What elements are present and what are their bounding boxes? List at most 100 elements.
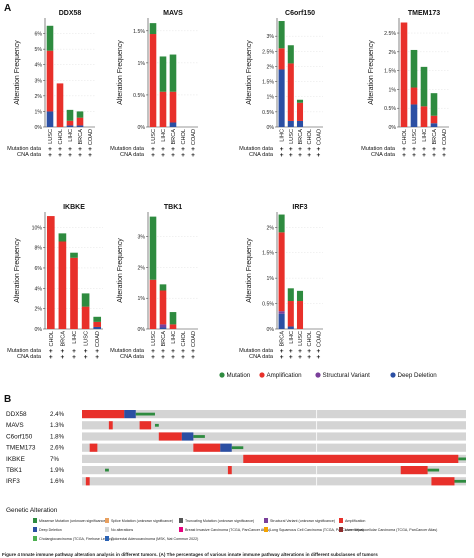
oncoprint-row-c6orf150: C6orf150 1.8%: [6, 432, 466, 441]
bar-segment-amplification: [66, 120, 74, 126]
cna-data-label: CNA data: [120, 354, 145, 360]
study-divider: [316, 443, 318, 452]
mutation-data-label: Mutation data: [239, 146, 274, 152]
row-background: [82, 421, 466, 430]
y-tick-label: 1%: [267, 276, 275, 282]
mutation-data-mark: +: [161, 146, 165, 153]
cna-data-mark: +: [151, 354, 155, 361]
category-label: LUSC: [298, 331, 304, 346]
alteration-amplification: [158, 432, 182, 441]
mutation-data-mark: +: [95, 348, 99, 355]
mutation-data-mark: +: [191, 146, 195, 153]
cna-data-mark: +: [48, 152, 52, 159]
gene-label: C6orf150: [6, 433, 33, 440]
bar-segment-deep-deletion: [296, 120, 304, 127]
genetic-alteration-legend: Genetic Alteration Missense Mutation (un…: [6, 507, 437, 541]
cna-data-mark: +: [58, 152, 62, 159]
y-tick-label: 1.5%: [384, 69, 396, 75]
bar-segment-amplification: [278, 48, 285, 70]
bar-segment-deep-deletion: [169, 122, 177, 127]
bar-segment-deep-deletion: [159, 327, 167, 329]
y-axis-label: Alteration Frequency: [14, 40, 21, 105]
cna-data-mark: +: [61, 354, 65, 361]
bar-segment-deep-deletion: [287, 326, 294, 329]
mutation-data-mark: +: [171, 146, 175, 153]
bar-segment-structural-variant: [159, 324, 167, 328]
cna-data-mark: +: [84, 354, 88, 361]
bar-segment-amplification: [70, 257, 78, 329]
gene-label: DDX58: [6, 411, 27, 418]
ga-legend-swatch: [33, 536, 37, 541]
bar-segment-deep-deletion: [410, 104, 418, 127]
panel-b-label: B: [4, 394, 11, 405]
row-background: [82, 410, 466, 419]
bar-segment-mutation: [81, 293, 90, 307]
category-label: BRCA: [280, 331, 286, 347]
y-tick-label: 4%: [35, 286, 43, 292]
bar-segment-mutation: [296, 99, 304, 103]
chart-tmem173: TMEM173 Alteration Frequency 0% 0.5% 1% 1.5% 2…: [361, 10, 449, 159]
mutation-data-mark: +: [402, 146, 406, 153]
ga-legend-swatch: [264, 527, 268, 532]
ga-legend-label: Splice Mutation (unknown significance): [111, 519, 173, 523]
cna-data-mark: +: [422, 152, 426, 159]
y-tick-label: 2%: [389, 50, 397, 56]
bar-segment-mutation: [296, 290, 304, 302]
cna-data-mark: +: [181, 354, 185, 361]
mutation-data-label: Mutation data: [7, 146, 42, 152]
y-tick-label: 0%: [267, 125, 275, 131]
panel-a-label: A: [4, 3, 11, 14]
cna-data-mark: +: [280, 152, 284, 159]
ga-legend-label: Truncating Mutation (unknown significanc…: [185, 519, 254, 523]
mutation-data-mark: +: [88, 146, 92, 153]
bar-segment-mutation: [169, 312, 177, 325]
bar-segment-deep-deletion: [66, 125, 74, 127]
bar-segment-mutation: [287, 45, 294, 64]
mutation-data-mark: +: [48, 146, 52, 153]
study-divider: [316, 410, 318, 419]
cna-data-mark: +: [442, 152, 446, 159]
cna-data-mark: +: [171, 354, 175, 361]
alteration-amplification: [400, 466, 428, 475]
bar-segment-amplification: [287, 301, 294, 327]
cna-data-mark: +: [49, 354, 53, 361]
category-label: CHOL: [58, 129, 64, 145]
mutation-data-mark: +: [161, 348, 165, 355]
ga-legend-swatch: [105, 527, 109, 532]
oncoprint: DDX58 2.4% MAVS 1.3% C6orf150 1.8% TMEM173 2.6%…: [6, 410, 466, 486]
y-axis-label: Alteration Frequency: [117, 40, 124, 105]
chart-ikbke: IKBKE Alteration Frequency 0% 2% 4% 6% 8% 10% CH…: [7, 204, 103, 361]
y-tick-label: 0%: [138, 125, 146, 131]
cna-data-mark: +: [307, 152, 311, 159]
gene-percentage: 2.6%: [50, 445, 65, 452]
mutation-data-mark: +: [171, 348, 175, 355]
bar-segment-mutation: [58, 233, 67, 242]
cna-data-mark: +: [289, 152, 293, 159]
cna-data-mark: +: [161, 152, 165, 159]
category-label: BRCA: [432, 129, 438, 145]
bar-segment-amplification: [296, 301, 304, 329]
cna-data-label: CNA data: [249, 152, 274, 158]
bar-segment-deep-deletion: [76, 125, 84, 127]
cna-data-mark: +: [289, 354, 293, 361]
bar-segment-mutation: [159, 284, 167, 291]
y-tick-label: 0.5%: [262, 110, 274, 116]
study-divider: [316, 477, 318, 486]
ga-legend-swatch: [33, 518, 37, 523]
alteration-amplification: [431, 477, 455, 486]
oncoprint-row-ikbke: IKBKE 7%: [6, 454, 466, 463]
bar-segment-amplification: [56, 83, 64, 127]
category-label: LIHC: [72, 331, 78, 344]
genetic-alteration-title: Genetic Alteration: [6, 507, 58, 514]
ga-legend-label: Liver Hepatocellular Carcinoma (TCGA, Pa…: [345, 528, 437, 532]
cna-data-label: CNA data: [17, 152, 42, 158]
alteration-deletion: [220, 443, 232, 452]
gene-label: IRF3: [6, 478, 20, 485]
y-tick-label: 6%: [35, 266, 43, 272]
row-background: [82, 443, 466, 452]
bar-segment-deep-deletion: [46, 111, 54, 127]
category-label: LUSC: [151, 331, 157, 346]
ga-legend-label: Structural Variant (unknown significance…: [270, 519, 335, 523]
cna-data-mark: +: [412, 152, 416, 159]
ga-legend-label: Deep Deletion: [39, 528, 62, 532]
